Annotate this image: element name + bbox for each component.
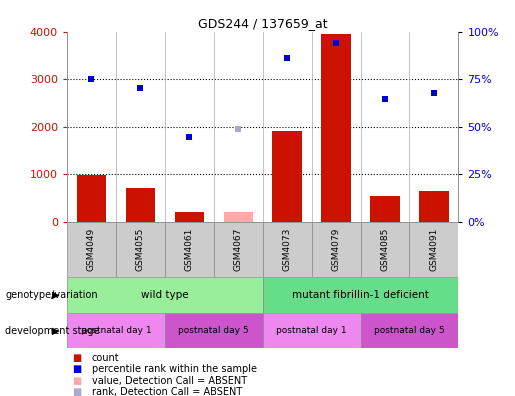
Text: mutant fibrillin-1 deficient: mutant fibrillin-1 deficient bbox=[292, 290, 429, 300]
Text: rank, Detection Call = ABSENT: rank, Detection Call = ABSENT bbox=[92, 386, 242, 396]
Bar bbox=[263, 277, 458, 313]
Text: percentile rank within the sample: percentile rank within the sample bbox=[92, 364, 256, 375]
Text: genotype/variation: genotype/variation bbox=[5, 290, 98, 300]
Bar bbox=[67, 277, 263, 313]
Text: GSM4049: GSM4049 bbox=[87, 228, 96, 271]
Text: GSM4055: GSM4055 bbox=[136, 228, 145, 271]
Text: ▶: ▶ bbox=[52, 290, 59, 300]
Text: count: count bbox=[92, 353, 119, 364]
Bar bbox=[175, 212, 204, 222]
Title: GDS244 / 137659_at: GDS244 / 137659_at bbox=[198, 17, 328, 30]
Bar bbox=[312, 222, 360, 277]
Bar bbox=[360, 222, 409, 277]
Text: GSM4067: GSM4067 bbox=[234, 228, 243, 271]
Text: postnatal day 5: postnatal day 5 bbox=[374, 326, 445, 335]
Text: postnatal day 1: postnatal day 1 bbox=[80, 326, 151, 335]
Bar bbox=[77, 175, 106, 222]
Text: ■: ■ bbox=[72, 375, 81, 386]
Bar bbox=[126, 188, 155, 222]
Text: ■: ■ bbox=[72, 386, 81, 396]
Text: ▶: ▶ bbox=[52, 326, 59, 336]
Text: GSM4079: GSM4079 bbox=[332, 228, 340, 271]
Text: GSM4085: GSM4085 bbox=[381, 228, 389, 271]
Bar bbox=[224, 212, 253, 222]
Bar bbox=[409, 222, 458, 277]
Text: GSM4061: GSM4061 bbox=[185, 228, 194, 271]
Bar bbox=[67, 222, 116, 277]
Text: ■: ■ bbox=[72, 353, 81, 364]
Bar bbox=[321, 34, 351, 222]
Text: postnatal day 5: postnatal day 5 bbox=[178, 326, 249, 335]
Bar bbox=[263, 222, 312, 277]
Text: value, Detection Call = ABSENT: value, Detection Call = ABSENT bbox=[92, 375, 247, 386]
Bar bbox=[272, 131, 302, 222]
Bar bbox=[263, 313, 360, 348]
Text: GSM4073: GSM4073 bbox=[283, 228, 291, 271]
Text: development stage: development stage bbox=[5, 326, 100, 336]
Bar bbox=[214, 222, 263, 277]
Bar bbox=[116, 222, 165, 277]
Bar bbox=[419, 191, 449, 222]
Text: wild type: wild type bbox=[141, 290, 188, 300]
Text: ■: ■ bbox=[72, 364, 81, 375]
Text: postnatal day 1: postnatal day 1 bbox=[276, 326, 347, 335]
Bar bbox=[67, 313, 165, 348]
Bar bbox=[360, 313, 458, 348]
Text: GSM4091: GSM4091 bbox=[430, 228, 438, 271]
Bar bbox=[165, 222, 214, 277]
Bar bbox=[165, 313, 263, 348]
Bar bbox=[370, 196, 400, 222]
